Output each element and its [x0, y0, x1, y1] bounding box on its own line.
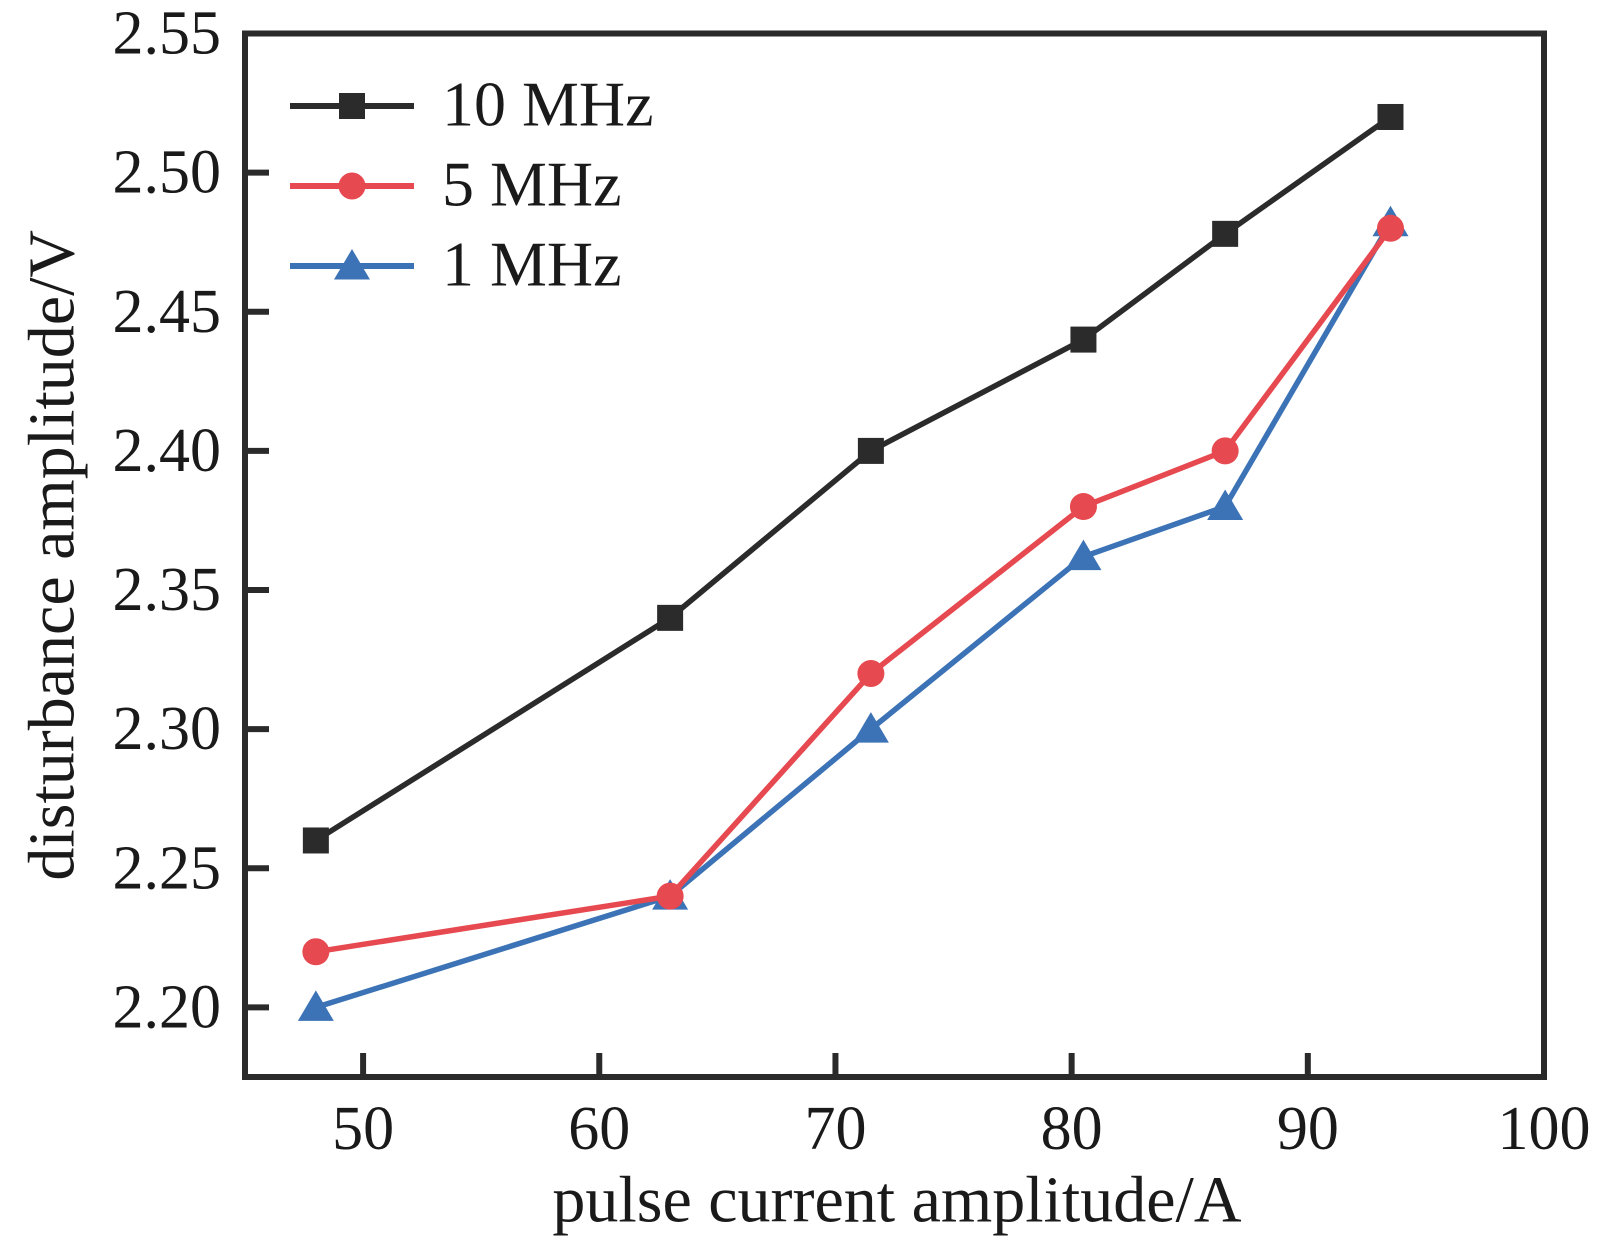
data-point-marker-1-mhz — [1065, 539, 1102, 571]
series-1-mhz — [297, 205, 1409, 1021]
plot-border — [242, 30, 1547, 1080]
data-point-marker-10-mhz — [1212, 220, 1239, 247]
y-tick-label: 2.50 — [113, 139, 222, 207]
data-point-marker-10-mhz — [302, 827, 329, 854]
series-line-5-mhz — [315, 226, 1393, 955]
y-tick-label: 2.35 — [113, 556, 222, 624]
legend-item-1-mhz: 1 MHz — [290, 229, 622, 300]
data-point-marker-10-mhz — [657, 604, 684, 631]
x-tick-label: 80 — [1041, 1095, 1103, 1163]
data-point-marker-1-mhz — [1207, 489, 1244, 521]
x-tick-label: 90 — [1277, 1095, 1339, 1163]
axes: 50 60 70 80 90 100 2.20 2.25 2.30 2.35 2.40 2.45 2.5… — [113, 0, 1591, 1163]
data-point-marker-5-mhz — [302, 938, 330, 966]
legend-label-5-mhz: 5 MHz — [442, 149, 622, 220]
legend-label-1-mhz: 1 MHz — [442, 229, 622, 300]
legend-label-10-mhz: 10 MHz — [442, 69, 654, 140]
data-point-marker-10-mhz — [857, 437, 884, 464]
y-axis-label: disturbance amplitude/V — [16, 230, 89, 881]
data-point-marker-5-mhz — [1211, 437, 1239, 465]
x-tick-label: 70 — [804, 1095, 866, 1163]
y-tick-label: 2.30 — [113, 695, 222, 763]
data-point-marker-5-mhz — [656, 882, 684, 910]
legend-item-10-mhz: 10 MHz — [290, 69, 654, 140]
legend-item-5-mhz: 5 MHz — [290, 149, 622, 220]
series-line-10-mhz — [314, 114, 1393, 843]
x-tick-label: 100 — [1498, 1095, 1591, 1163]
data-point-marker-5-mhz — [857, 660, 885, 688]
y-tick-label: 2.25 — [113, 834, 222, 902]
x-axis-label: pulse current amplitude/A — [552, 1164, 1241, 1237]
legend: 10 MHz 5 MHz 1 MHz — [290, 69, 654, 300]
data-point-marker-1-mhz — [852, 712, 889, 743]
data-point-marker-1-mhz — [297, 990, 334, 1021]
plot-area — [297, 103, 1409, 1021]
x-tick-label: 60 — [568, 1095, 630, 1163]
legend-marker-1-mhz — [334, 249, 370, 280]
y-tick-label: 2.40 — [113, 417, 222, 485]
data-point-marker-10-mhz — [1070, 326, 1097, 353]
series-line-1-mhz — [315, 221, 1393, 1011]
y-tick-label: 2.20 — [113, 973, 222, 1041]
y-tick-label: 2.45 — [113, 278, 222, 346]
x-tick-label: 50 — [332, 1095, 394, 1163]
data-point-marker-5-mhz — [1069, 493, 1097, 521]
series-5-mhz — [302, 214, 1404, 966]
legend-marker-5-mhz — [338, 172, 366, 200]
data-point-marker-10-mhz — [1377, 103, 1404, 130]
y-tick-label: 2.55 — [113, 0, 222, 68]
legend-marker-10-mhz — [339, 93, 365, 119]
series-10-mhz — [302, 103, 1404, 854]
data-point-marker-5-mhz — [1376, 214, 1404, 242]
